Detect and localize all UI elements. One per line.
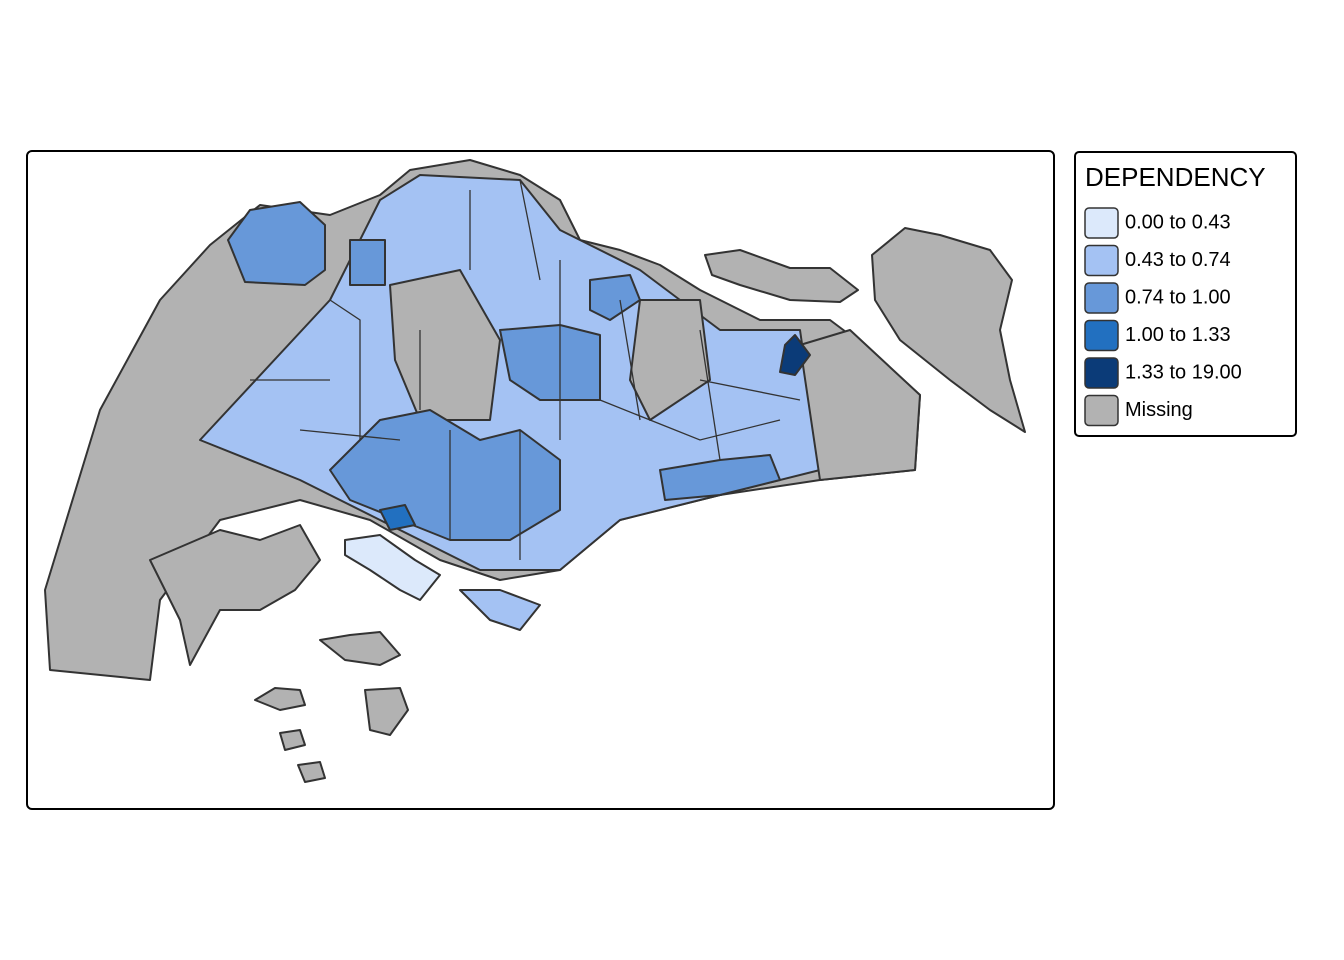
region bbox=[704, 249, 859, 303]
region bbox=[254, 687, 306, 711]
region bbox=[364, 687, 409, 736]
legend-swatch bbox=[1084, 394, 1119, 427]
region bbox=[344, 534, 441, 601]
legend-label: 0.00 to 0.43 bbox=[1125, 211, 1231, 233]
region bbox=[459, 589, 541, 631]
legend-swatch bbox=[1084, 357, 1119, 389]
legend-title: DEPENDENCY bbox=[1085, 162, 1266, 192]
region bbox=[799, 329, 921, 481]
map bbox=[44, 159, 1026, 783]
legend: DEPENDENCY 0.00 to 0.43 0.43 to 0.74 0.74 … bbox=[1074, 151, 1297, 437]
legend-label: Missing bbox=[1125, 399, 1193, 421]
legend-label: 1.33 to 19.00 bbox=[1125, 361, 1242, 383]
region bbox=[779, 334, 811, 376]
boundary bbox=[250, 179, 801, 560]
legend-swatch bbox=[1084, 282, 1119, 314]
legend-box bbox=[1074, 151, 1297, 437]
legend-label: 0.74 to 1.00 bbox=[1125, 286, 1231, 308]
legend-label: 1.00 to 1.33 bbox=[1125, 324, 1231, 346]
region bbox=[871, 227, 1026, 433]
legend-label: 0.43 to 0.74 bbox=[1125, 249, 1231, 271]
region bbox=[297, 761, 326, 783]
legend-swatch bbox=[1084, 244, 1119, 277]
region bbox=[319, 631, 401, 666]
region bbox=[379, 504, 416, 531]
legend-swatch bbox=[1084, 207, 1119, 239]
region bbox=[389, 269, 501, 421]
region bbox=[349, 239, 386, 286]
legend-items: 0.00 to 0.43 0.43 to 0.74 0.74 to 1.00 1.00… bbox=[1084, 207, 1242, 427]
region bbox=[227, 201, 326, 286]
region bbox=[589, 274, 641, 321]
legend-swatch bbox=[1084, 319, 1119, 352]
region bbox=[279, 729, 306, 751]
region bbox=[149, 524, 321, 666]
